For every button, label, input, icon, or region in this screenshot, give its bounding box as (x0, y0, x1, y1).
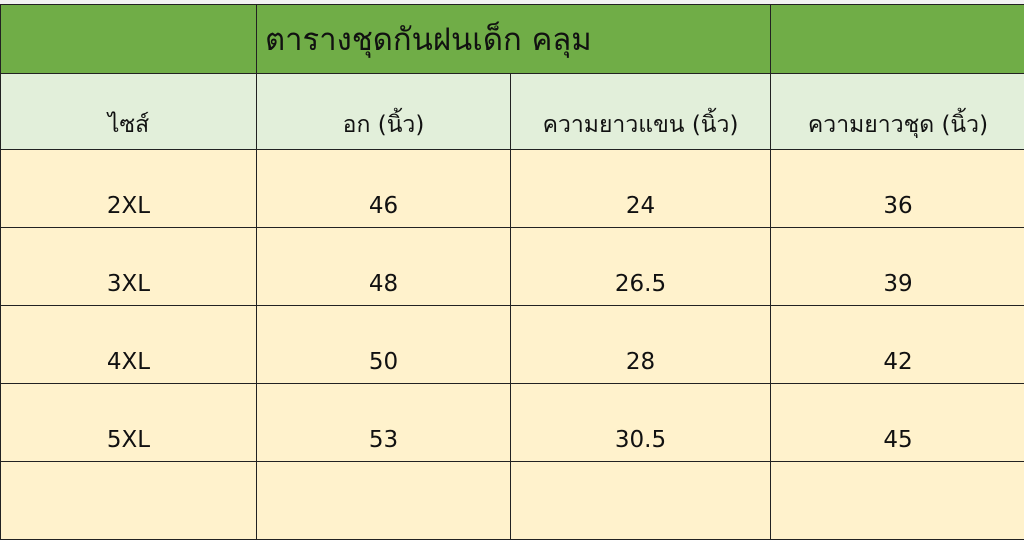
size-chart-table: ตารางชุดกันฝนเด็ก คลุม ไซส์ อก (นิ้ว) คว… (0, 4, 1024, 540)
title-empty-cell[interactable] (1, 5, 257, 74)
header-chest[interactable]: อก (นิ้ว) (257, 74, 511, 150)
cell-sleeve[interactable] (511, 462, 771, 540)
title-empty-cell[interactable] (771, 5, 1024, 74)
table-row: 2XL 46 24 36 (1, 150, 1024, 228)
cell-length[interactable]: 45 (771, 384, 1024, 462)
header-size[interactable]: ไซส์ (1, 74, 257, 150)
header-body-length[interactable]: ความยาวชุด (นิ้ว) (771, 74, 1024, 150)
table-row: 3XL 48 26.5 39 (1, 228, 1024, 306)
cell-size[interactable]: 4XL (1, 306, 257, 384)
cell-size[interactable]: 2XL (1, 150, 257, 228)
cell-length[interactable]: 42 (771, 306, 1024, 384)
cell-sleeve[interactable]: 26.5 (511, 228, 771, 306)
table-row-empty (1, 462, 1024, 540)
cell-length[interactable]: 36 (771, 150, 1024, 228)
table-title[interactable]: ตารางชุดกันฝนเด็ก คลุม (257, 5, 771, 74)
header-row: ไซส์ อก (นิ้ว) ความยาวแขน (นิ้ว) ความยาว… (1, 74, 1024, 150)
cell-sleeve[interactable]: 30.5 (511, 384, 771, 462)
cell-size[interactable] (1, 462, 257, 540)
cell-size[interactable]: 5XL (1, 384, 257, 462)
table-row: 5XL 53 30.5 45 (1, 384, 1024, 462)
cell-chest[interactable]: 48 (257, 228, 511, 306)
cell-size[interactable]: 3XL (1, 228, 257, 306)
cell-length[interactable] (771, 462, 1024, 540)
cell-sleeve[interactable]: 28 (511, 306, 771, 384)
table-row: 4XL 50 28 42 (1, 306, 1024, 384)
cell-length[interactable]: 39 (771, 228, 1024, 306)
cell-chest[interactable]: 46 (257, 150, 511, 228)
cell-chest[interactable] (257, 462, 511, 540)
cell-sleeve[interactable]: 24 (511, 150, 771, 228)
cell-chest[interactable]: 50 (257, 306, 511, 384)
title-row: ตารางชุดกันฝนเด็ก คลุม (1, 5, 1024, 74)
header-sleeve-length[interactable]: ความยาวแขน (นิ้ว) (511, 74, 771, 150)
cell-chest[interactable]: 53 (257, 384, 511, 462)
